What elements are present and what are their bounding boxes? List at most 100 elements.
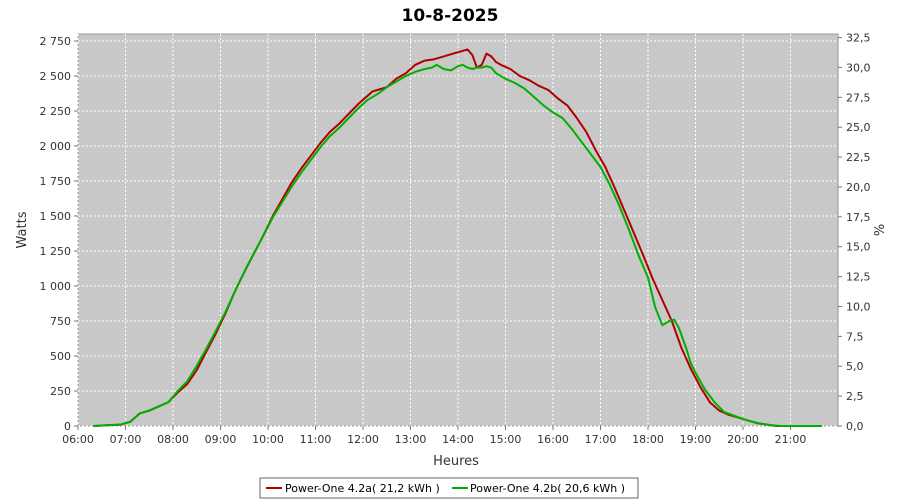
data-point-series-2 bbox=[673, 318, 675, 321]
data-point-series-1 bbox=[661, 299, 664, 301]
y2-tick-label: 27,5 bbox=[846, 91, 871, 104]
data-point-series-2 bbox=[523, 87, 526, 90]
data-point-series-1 bbox=[566, 104, 569, 107]
data-point-series-2 bbox=[609, 184, 611, 186]
data-point-series-2 bbox=[424, 68, 426, 70]
y2-tick-label: 12,5 bbox=[846, 271, 871, 284]
data-point-series-1 bbox=[395, 78, 398, 80]
data-point-series-1 bbox=[495, 61, 497, 63]
data-point-series-2 bbox=[234, 290, 236, 293]
y2-tick-label: 0,0 bbox=[846, 420, 864, 433]
y2-tick-label: 30,0 bbox=[846, 61, 871, 74]
data-point-series-2 bbox=[186, 380, 189, 383]
data-point-series-1 bbox=[576, 117, 578, 119]
data-point-series-1 bbox=[362, 99, 364, 101]
y-tick-label: 1 500 bbox=[40, 210, 72, 223]
data-point-series-2 bbox=[485, 65, 488, 67]
data-point-series-1 bbox=[538, 85, 540, 87]
data-point-series-2 bbox=[129, 421, 132, 423]
chart-title: 10-8-2025 bbox=[402, 6, 499, 26]
data-point-series-1 bbox=[414, 64, 417, 66]
data-point-series-2 bbox=[661, 324, 664, 327]
data-point-series-1 bbox=[614, 187, 616, 189]
data-point-series-2 bbox=[552, 111, 554, 114]
y2-tick-label: 25,0 bbox=[846, 121, 871, 134]
y-tick-label: 750 bbox=[50, 315, 71, 328]
data-point-series-1 bbox=[466, 48, 469, 51]
x-tick-label: 16:00 bbox=[537, 433, 569, 446]
data-point-series-2 bbox=[457, 65, 459, 67]
data-point-series-1 bbox=[357, 103, 360, 105]
data-point-series-2 bbox=[105, 424, 108, 427]
data-point-series-2 bbox=[704, 388, 706, 391]
data-point-series-2 bbox=[780, 425, 782, 427]
data-point-series-2 bbox=[224, 311, 226, 314]
y2-tick-label: 2,5 bbox=[846, 390, 864, 403]
data-point-series-2 bbox=[618, 205, 621, 207]
data-point-series-2 bbox=[481, 66, 483, 69]
legend-label-series-2: Power-One 4.2b( 20,6 kWh ) bbox=[470, 482, 625, 495]
data-point-series-2 bbox=[514, 82, 516, 84]
data-point-series-2 bbox=[689, 362, 692, 364]
data-point-series-1 bbox=[485, 52, 488, 55]
data-point-series-1 bbox=[376, 89, 379, 91]
data-point-series-2 bbox=[310, 159, 312, 161]
data-point-series-2 bbox=[561, 117, 564, 119]
data-point-series-2 bbox=[272, 216, 274, 219]
y-tick-label: 0 bbox=[64, 420, 71, 433]
data-point-series-1 bbox=[652, 278, 654, 280]
x-tick-label: 09:00 bbox=[205, 433, 237, 446]
y2-tick-label: 17,5 bbox=[846, 211, 871, 224]
y2-axis-title: % bbox=[873, 224, 888, 236]
y2-tick-label: 5,0 bbox=[846, 360, 864, 373]
data-point-series-2 bbox=[751, 421, 754, 423]
data-point-series-2 bbox=[476, 66, 478, 69]
data-point-series-2 bbox=[462, 64, 464, 66]
data-point-series-1 bbox=[310, 155, 312, 157]
legend-box bbox=[259, 477, 639, 499]
data-point-series-2 bbox=[450, 69, 452, 72]
data-point-series-1 bbox=[371, 90, 374, 93]
data-point-series-1 bbox=[680, 346, 683, 349]
data-point-series-2 bbox=[804, 425, 806, 427]
data-point-series-2 bbox=[300, 171, 303, 174]
x-tick-label: 21:00 bbox=[775, 433, 807, 446]
data-point-series-2 bbox=[262, 234, 265, 237]
data-point-series-1 bbox=[471, 54, 474, 56]
data-point-series-2 bbox=[405, 75, 407, 77]
data-point-series-1 bbox=[319, 142, 322, 144]
data-point-series-2 bbox=[435, 64, 438, 66]
legend-label-series-1: Power-One 4.2a( 21,2 kWh ) bbox=[285, 482, 440, 495]
y-tick-label: 250 bbox=[50, 385, 71, 398]
y-tick-label: 1 250 bbox=[40, 245, 72, 258]
data-point-series-2 bbox=[628, 229, 630, 231]
data-point-series-1 bbox=[604, 166, 607, 168]
data-point-series-1 bbox=[709, 401, 711, 404]
data-point-series-1 bbox=[186, 383, 189, 385]
y-tick-label: 2 750 bbox=[40, 35, 72, 48]
data-point-series-2 bbox=[723, 411, 725, 413]
x-tick-label: 10:00 bbox=[252, 433, 284, 446]
data-point-series-1 bbox=[623, 209, 626, 212]
data-point-series-2 bbox=[338, 127, 341, 129]
data-point-series-2 bbox=[654, 306, 656, 308]
data-point-series-1 bbox=[689, 367, 692, 370]
y-tick-label: 1 000 bbox=[40, 280, 72, 293]
data-point-series-2 bbox=[442, 68, 445, 70]
data-point-series-1 bbox=[433, 58, 436, 60]
series-line-2 bbox=[93, 63, 822, 427]
data-point-series-2 bbox=[770, 424, 773, 427]
data-point-series-1 bbox=[633, 232, 635, 234]
data-point-series-2 bbox=[367, 99, 369, 101]
data-point-series-1 bbox=[528, 79, 531, 81]
data-point-series-1 bbox=[500, 64, 502, 66]
x-tick-label: 13:00 bbox=[395, 433, 427, 446]
data-point-series-1 bbox=[718, 409, 721, 412]
data-point-series-2 bbox=[376, 93, 379, 95]
data-point-series-2 bbox=[395, 80, 398, 83]
y2-tick-label: 20,0 bbox=[846, 181, 871, 194]
data-point-series-2 bbox=[732, 414, 735, 417]
data-point-series-2 bbox=[590, 153, 592, 156]
data-point-series-2 bbox=[637, 254, 640, 256]
